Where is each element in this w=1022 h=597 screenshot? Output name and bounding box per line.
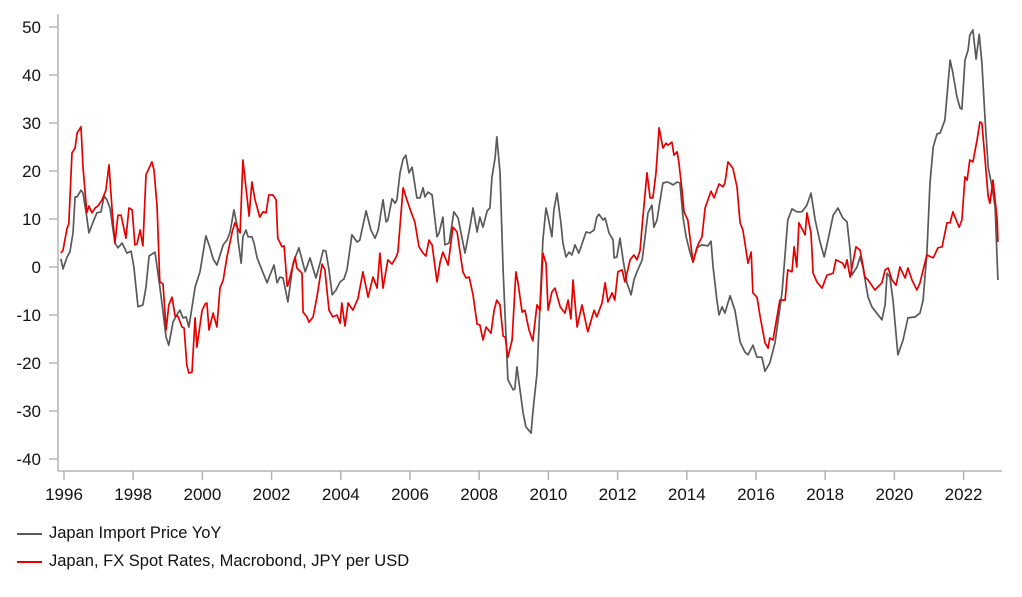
legend-item-fx-spot: Japan, FX Spot Rates, Macrobond, JPY per…	[17, 552, 409, 571]
x-axis-ticks: 1996 1998 2000 2002 2004 2006 2008 2010 2012 2014…	[45, 471, 983, 504]
x-tick-label: 2000	[183, 485, 221, 504]
series-line-import-price	[60, 29, 999, 434]
legend-swatch-gray	[17, 532, 42, 535]
x-tick-label: 2016	[737, 485, 775, 504]
x-tick-label: 2022	[945, 485, 983, 504]
series-lines	[60, 29, 999, 434]
y-tick-label: -20	[16, 354, 41, 373]
x-tick-label: 1996	[45, 485, 83, 504]
legend-label: Japan, FX Spot Rates, Macrobond, JPY per…	[49, 552, 410, 570]
series-line-fx-spot	[60, 121, 999, 374]
x-tick-label: 2010	[529, 485, 567, 504]
y-axis-ticks: 50 40 30 20 10 0 -10 -20 -30 -40	[16, 18, 58, 469]
y-tick-label: 40	[22, 66, 41, 85]
y-tick-label: -10	[16, 306, 41, 325]
y-tick-label: -40	[16, 450, 41, 469]
x-tick-label: 2002	[253, 485, 291, 504]
y-tick-label: 0	[32, 258, 41, 277]
x-tick-label: 2018	[806, 485, 844, 504]
legend-item-import-price: Japan Import Price YoY	[17, 524, 221, 543]
legend-swatch-red	[17, 560, 42, 563]
x-tick-label: 2012	[599, 485, 637, 504]
x-tick-label: 2004	[322, 485, 360, 504]
y-tick-label: 50	[22, 18, 41, 37]
x-tick-label: 1998	[114, 485, 152, 504]
x-tick-label: 2008	[460, 485, 498, 504]
y-tick-label: 30	[22, 114, 41, 133]
x-tick-label: 2014	[668, 485, 706, 504]
y-tick-label: 20	[22, 162, 41, 181]
legend-label: Japan Import Price YoY	[49, 524, 222, 542]
y-tick-label: -30	[16, 402, 41, 421]
y-tick-label: 10	[22, 210, 41, 229]
x-tick-label: 2020	[875, 485, 913, 504]
x-tick-label: 2006	[391, 485, 429, 504]
